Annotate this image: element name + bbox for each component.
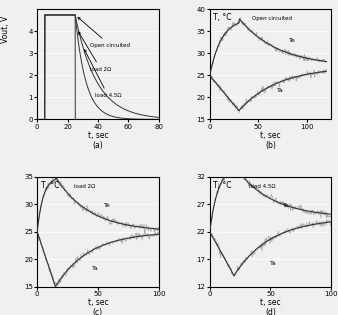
Y-axis label: Vout, V: Vout, V — [1, 16, 10, 43]
Text: Te: Te — [104, 203, 111, 209]
X-axis label: t, sec: t, sec — [88, 298, 108, 307]
Text: Ta: Ta — [276, 88, 283, 93]
Text: T, °C: T, °C — [213, 180, 232, 190]
Text: Ta: Ta — [270, 261, 277, 266]
Text: (b): (b) — [265, 141, 276, 150]
Text: load 4.5Ω: load 4.5Ω — [84, 50, 121, 99]
Text: T, °C: T, °C — [213, 14, 232, 22]
Text: Te: Te — [283, 203, 289, 209]
Text: T, °C: T, °C — [41, 180, 59, 190]
X-axis label: t, sec: t, sec — [260, 298, 281, 307]
Text: Open circuited: Open circuited — [78, 17, 130, 48]
Text: (a): (a) — [93, 141, 103, 150]
Text: Open circuited: Open circuited — [252, 16, 292, 21]
Text: Te: Te — [289, 38, 295, 43]
Text: load 2Ω: load 2Ω — [74, 184, 95, 189]
X-axis label: t, sec: t, sec — [260, 131, 281, 140]
Text: (c): (c) — [93, 308, 103, 315]
Text: Ta: Ta — [92, 266, 99, 271]
Text: (d): (d) — [265, 308, 276, 315]
Text: load 4.5Ω: load 4.5Ω — [249, 184, 275, 189]
Text: load 2Ω: load 2Ω — [78, 32, 112, 72]
X-axis label: t, sec: t, sec — [88, 131, 108, 140]
